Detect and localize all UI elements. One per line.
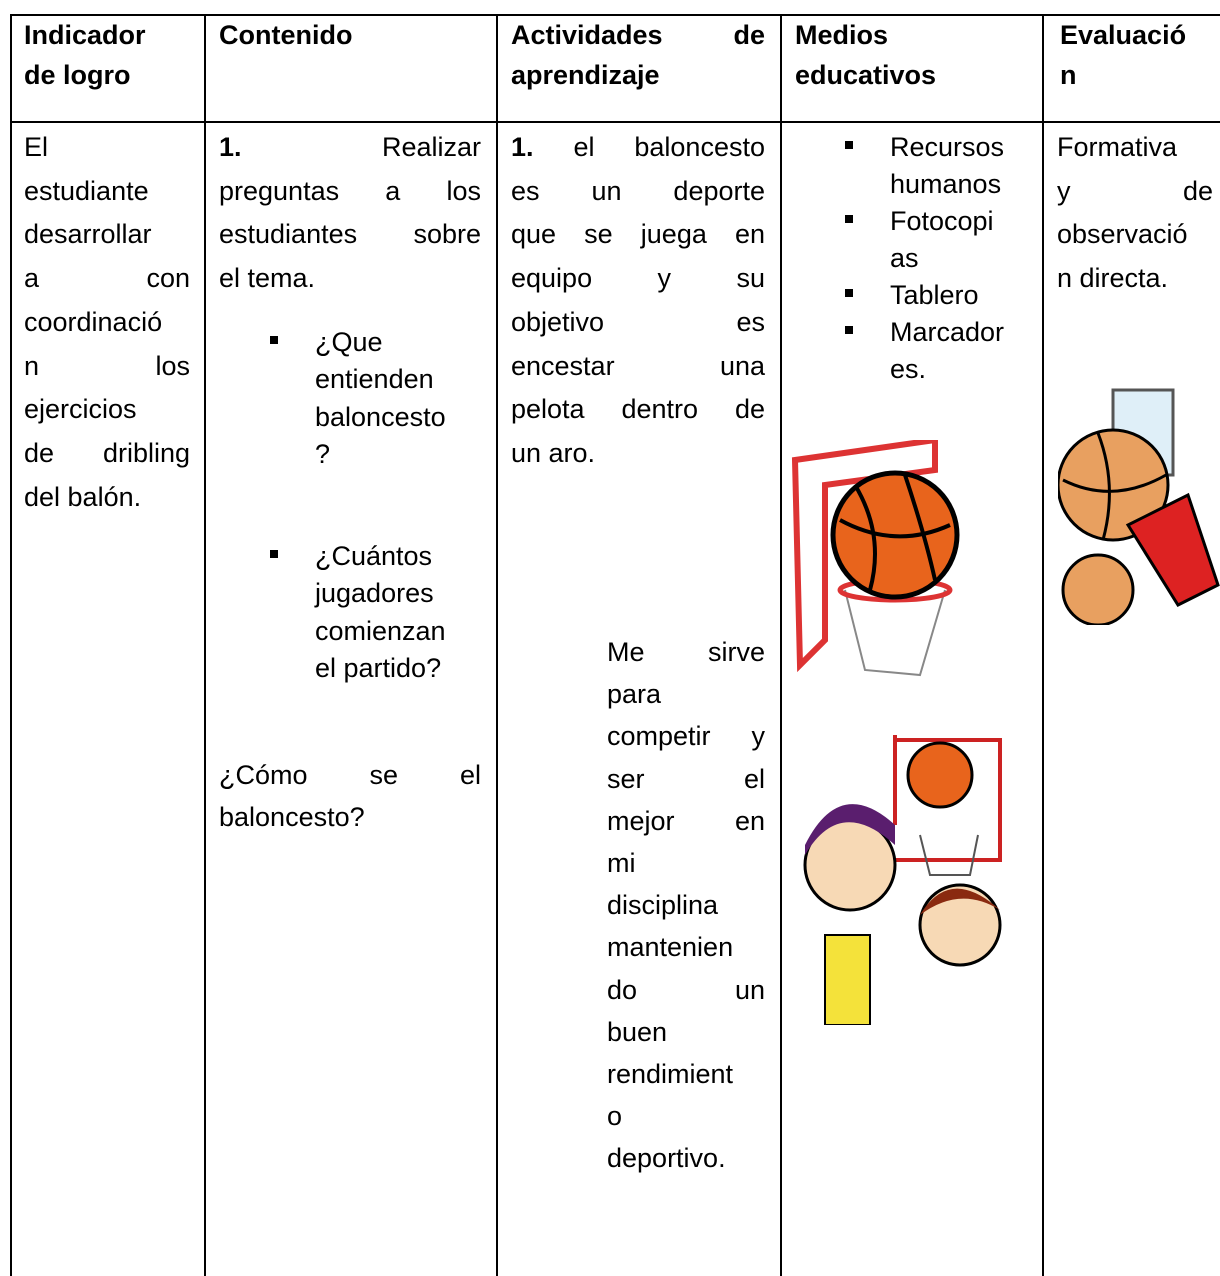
content-line: baloncesto? [219,802,365,832]
bullet [845,289,853,297]
table-border [11,121,1220,123]
media-line: humanos [890,169,1002,199]
basketball-shoe-image [1058,388,1220,625]
content-line: preguntas a los [219,175,481,206]
indicator-line: desarrollar [24,219,152,250]
header-text: n [1060,60,1077,90]
question-line: ¿Que [315,327,383,357]
basketball-hoop-image [791,440,960,677]
indicator-line: ejercicios [24,394,137,425]
header-text: Contenido [219,20,353,50]
table-border [10,14,12,1276]
media-line: Fotocopi [890,206,994,236]
question-line: entienden [315,364,434,395]
header-text: Evaluació [1060,20,1187,50]
header-text: aprendizaje [511,60,660,90]
activity-line: un aro. [511,437,596,468]
indicator-line: n los [24,350,190,381]
activity-line: equipo y su [511,263,765,294]
evaluation-line: observació [1057,219,1188,250]
evaluation-line: n directa. [1057,263,1169,294]
header-text: educativos [795,60,937,90]
question-line: jugadores [315,578,434,609]
indicator-line: coordinació [24,306,163,337]
evaluation-line: Formativa [1057,132,1178,162]
activity-line: mejor en [607,805,765,836]
media-line: es. [890,354,927,384]
header-text: Indicador [24,20,146,50]
activity-line: ser el [607,763,765,794]
content-line: el tema. [219,263,316,294]
header-text: Medios [795,20,889,50]
indicator-line: a con [24,263,190,294]
activity-line: competir y [607,721,765,752]
header-text: Actividades de [511,20,765,50]
bullet [270,336,278,344]
bullet [845,326,853,334]
activity-line: rendimient [607,1059,734,1089]
activity-line: que se juega en [511,219,765,250]
bullet [845,215,853,223]
question-line: comienzan [315,615,446,646]
indicator-line: El [24,132,49,162]
item-number: 1. [511,132,534,162]
activity-line: o [607,1101,623,1132]
media-line: Marcador [890,317,1005,347]
activity-line: do un [607,974,765,1005]
activity-line: disciplina [607,890,719,921]
media-line: as [890,243,919,273]
table-border [780,14,782,1276]
activity-line: encestar una [511,350,765,381]
content-line: 1. Realizar [219,130,481,164]
players-image [803,735,1002,1025]
question-line: ? [315,438,331,469]
bullet [845,141,853,149]
activity-line: pelota dentro de [511,394,765,425]
question-line: el partido? [315,652,442,683]
evaluation-line: y de [1057,175,1213,206]
header-text: de logro [24,60,131,90]
bullet [270,550,278,558]
indicator-line: de dribling [24,437,190,468]
table-border [11,14,1220,16]
line-text: el baloncesto [573,132,765,162]
activity-line: mantenien [607,932,734,963]
table-border [1042,14,1044,1276]
activity-line: deportivo. [607,1143,726,1174]
table-border [496,14,498,1276]
indicator-line: estudiante [24,175,149,206]
activity-line: para [607,679,662,710]
activity-line: Me sirve [607,637,765,667]
line-text: Realizar [381,132,481,162]
indicator-line: del balón. [24,481,142,512]
item-number: 1. [219,132,242,162]
content-line: estudiantes sobre [219,219,481,250]
question-line: ¿Cuántos [315,541,433,571]
activity-line: es un deporte [511,175,765,206]
activity-line: buen [607,1016,668,1047]
media-line: Recursos [890,132,1005,162]
activity-line: objetivo es [511,306,765,337]
question-line: baloncesto [315,401,446,432]
activity-line: mi [607,848,636,878]
table-border [204,14,206,1276]
content-line: ¿Cómo se el [219,760,481,790]
media-line: Tablero [890,280,979,310]
activity-line: 1. el baloncesto [511,130,765,164]
